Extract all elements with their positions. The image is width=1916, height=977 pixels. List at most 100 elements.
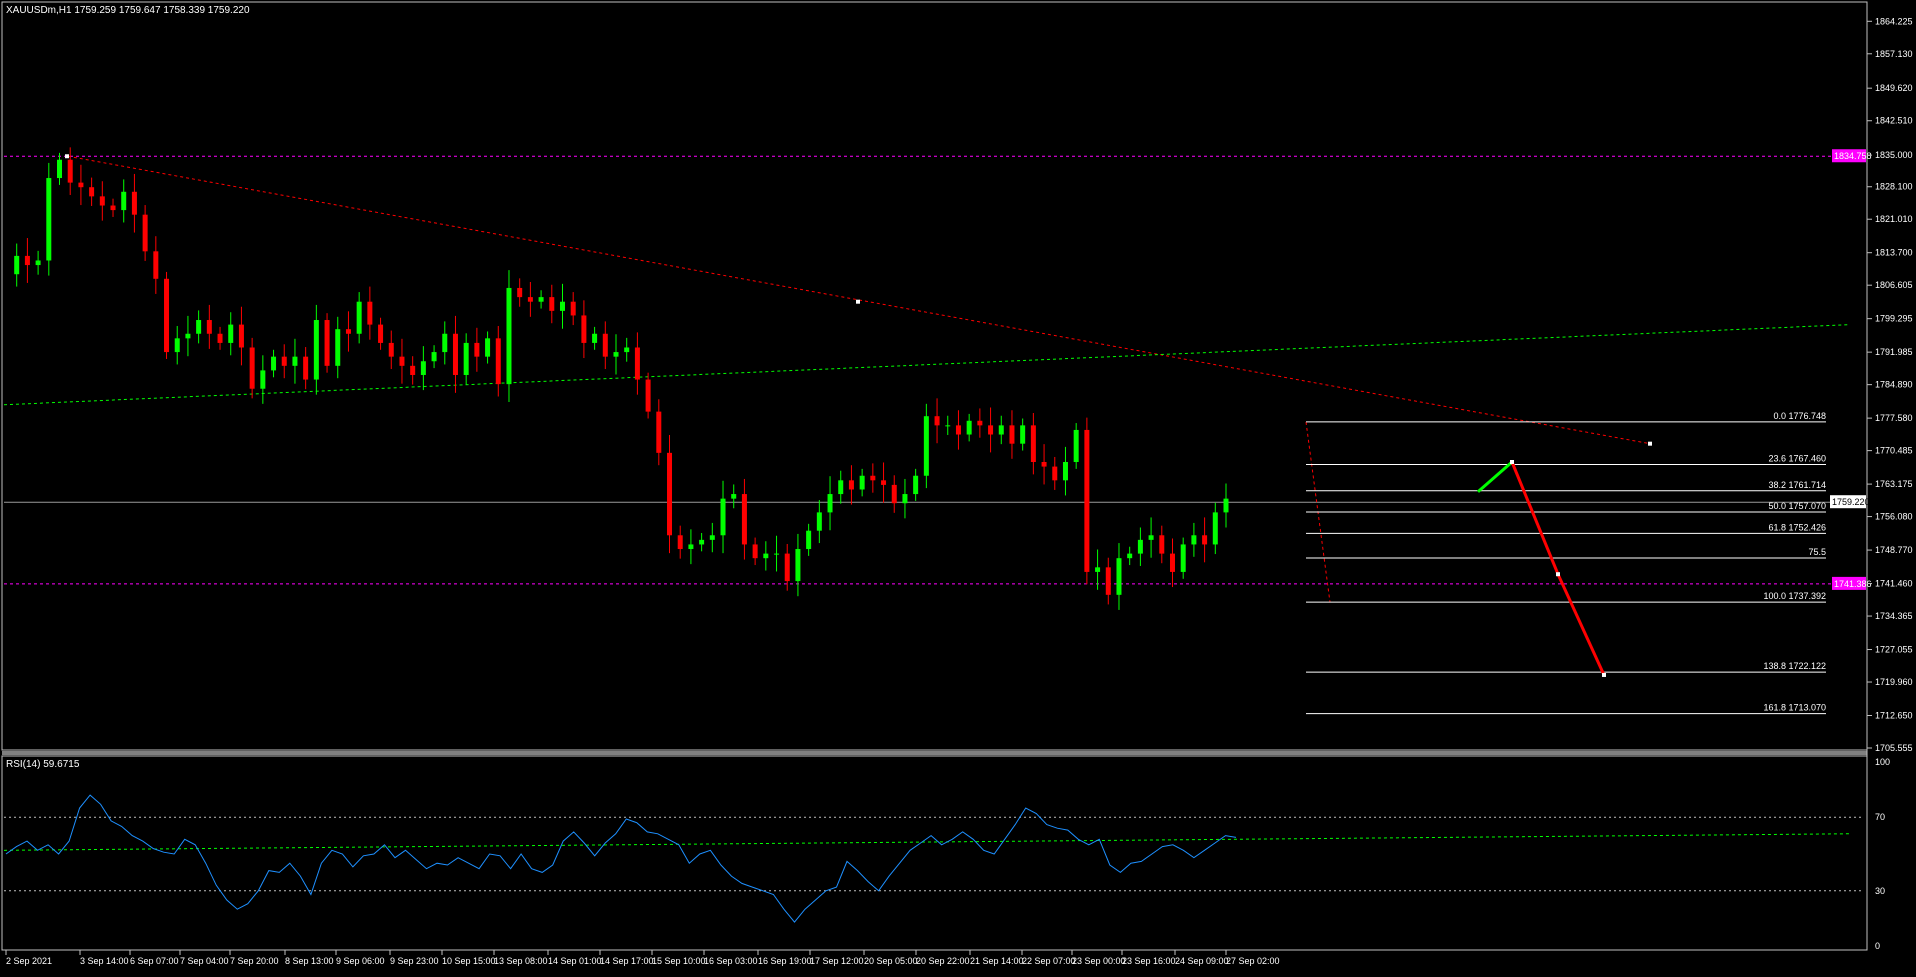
- symbol-info-header: XAUUSDm,H1 1759.259 1759.647 1758.339 17…: [6, 5, 250, 16]
- x-tick-label: 9 Sep 23:00: [390, 956, 439, 966]
- forecast-down-segment: [1556, 573, 1606, 676]
- candle-body: [249, 347, 255, 389]
- candle-body: [452, 333, 458, 375]
- trendline-anchor[interactable]: [65, 154, 69, 159]
- candle-body: [945, 425, 951, 427]
- candle-body: [527, 297, 533, 302]
- rsi-line: [5, 794, 1237, 923]
- y-tick-label: 1734.365: [1875, 611, 1913, 621]
- candle-body: [656, 411, 662, 453]
- candle-body: [592, 333, 598, 343]
- x-tick-label: 8 Sep 13:00: [285, 956, 334, 966]
- horizontal-levels: 1834.758 1741.386 1759.220: [4, 149, 1872, 590]
- candle-body: [1180, 544, 1186, 572]
- panel-splitter[interactable]: [2, 751, 1867, 755]
- candle-body: [121, 191, 127, 211]
- candle-body: [1084, 429, 1090, 572]
- trendline-anchor[interactable]: [1648, 441, 1652, 446]
- candle-body: [356, 301, 362, 334]
- x-tick-label: 17 Sep 12:00: [810, 956, 864, 966]
- y-tick-label: 1712.650: [1875, 711, 1913, 721]
- x-tick-label: 24 Sep 09:00: [1175, 956, 1229, 966]
- candle-body: [934, 416, 940, 426]
- candle-body: [998, 425, 1004, 435]
- x-tick-label: 15 Sep 10:00: [652, 956, 706, 966]
- y-tick-label: 1806.605: [1875, 280, 1913, 290]
- candle-body: [442, 333, 448, 353]
- candle-body: [538, 297, 544, 302]
- candle-body: [1148, 535, 1154, 540]
- x-tick-label: 20 Sep 22:00: [916, 956, 970, 966]
- y-tick-label: 1864.225: [1875, 16, 1913, 26]
- y-tick-label: 1849.620: [1875, 83, 1913, 93]
- y-tick-label: 1842.510: [1875, 116, 1913, 126]
- candle-body: [1105, 567, 1111, 595]
- y-tick-label: 1791.985: [1875, 347, 1913, 357]
- x-tick-label: 16 Sep 03:00: [704, 956, 758, 966]
- x-tick-label: 22 Sep 07:00: [1022, 956, 1076, 966]
- candle-body: [517, 287, 523, 298]
- candle-body: [313, 320, 319, 380]
- y-tick-label: 1756.080: [1875, 512, 1913, 522]
- candle-body: [367, 301, 373, 325]
- candle-body: [570, 301, 576, 316]
- candle-body: [923, 416, 929, 476]
- candle-body: [624, 347, 630, 353]
- candle-body: [153, 251, 159, 279]
- support-trendline[interactable]: [3, 324, 1851, 406]
- candle-body: [1073, 429, 1079, 463]
- candle-body: [1191, 535, 1197, 545]
- y-tick-label: 1828.100: [1875, 182, 1913, 192]
- candle-body: [795, 549, 801, 582]
- trendline-anchor[interactable]: [856, 299, 860, 304]
- candle-body: [24, 255, 30, 266]
- rsi-scale-label: 100: [1875, 757, 1890, 767]
- candle-body: [752, 544, 758, 559]
- candle-body: [902, 494, 908, 504]
- rsi-scale-label: 0: [1875, 941, 1880, 951]
- rsi-trendline: [3, 833, 1851, 851]
- candle-body: [1127, 553, 1133, 559]
- candle-body: [1116, 558, 1122, 595]
- candle-body: [420, 361, 426, 375]
- candle-body: [602, 333, 608, 357]
- candle-body: [324, 320, 330, 366]
- x-tick-label: 3 Sep 14:00: [80, 956, 129, 966]
- candle-body: [506, 287, 512, 385]
- candle-body: [46, 178, 52, 261]
- fib-level-label: 138.8 1722.122: [1763, 661, 1826, 671]
- x-tick-label: 27 Sep 02:00: [1226, 956, 1280, 966]
- trendlines: [3, 154, 1851, 446]
- candle-body: [870, 475, 876, 481]
- forecast-down-segment: [1510, 461, 1560, 575]
- price-tag-label: 1834.758: [1834, 151, 1872, 161]
- candle-body: [174, 338, 180, 353]
- candle-body: [955, 425, 961, 435]
- price-tag-bg: [1832, 149, 1866, 163]
- candle-body: [164, 278, 170, 353]
- candle-body: [709, 535, 715, 540]
- rsi-scale-label: 70: [1875, 812, 1885, 822]
- fibonacci-retracement[interactable]: 0.0 1776.748 23.6 1767.460 38.2 1761.714 50…: [1305, 411, 1826, 715]
- price-axis[interactable]: 1864.225 1857.130 1849.620 1842.510 1835.000…: [1867, 16, 1913, 753]
- candle-body: [271, 356, 277, 371]
- candle-body: [559, 301, 565, 311]
- candle-body: [1095, 567, 1101, 572]
- candle-body: [1052, 466, 1058, 481]
- candle-body: [838, 480, 844, 495]
- resistance-trendline[interactable]: [67, 155, 1651, 445]
- y-tick-label: 1748.770: [1875, 545, 1913, 555]
- candle-body: [613, 352, 619, 357]
- candle-body: [720, 498, 726, 536]
- time-axis[interactable]: 2 Sep 2021 3 Sep 14:00 6 Sep 07:00 7 Sep 04…: [5, 950, 1280, 966]
- x-tick-label: 21 Sep 14:00: [970, 956, 1024, 966]
- fib-level-label: 100.0 1737.392: [1763, 591, 1826, 601]
- candle-body: [217, 333, 223, 343]
- current-price-tag-bg: [1830, 495, 1866, 509]
- candle-body: [238, 324, 244, 348]
- candle-body: [731, 494, 737, 499]
- candle-body: [1020, 425, 1026, 444]
- fib-level-label: 75.5: [1808, 547, 1826, 557]
